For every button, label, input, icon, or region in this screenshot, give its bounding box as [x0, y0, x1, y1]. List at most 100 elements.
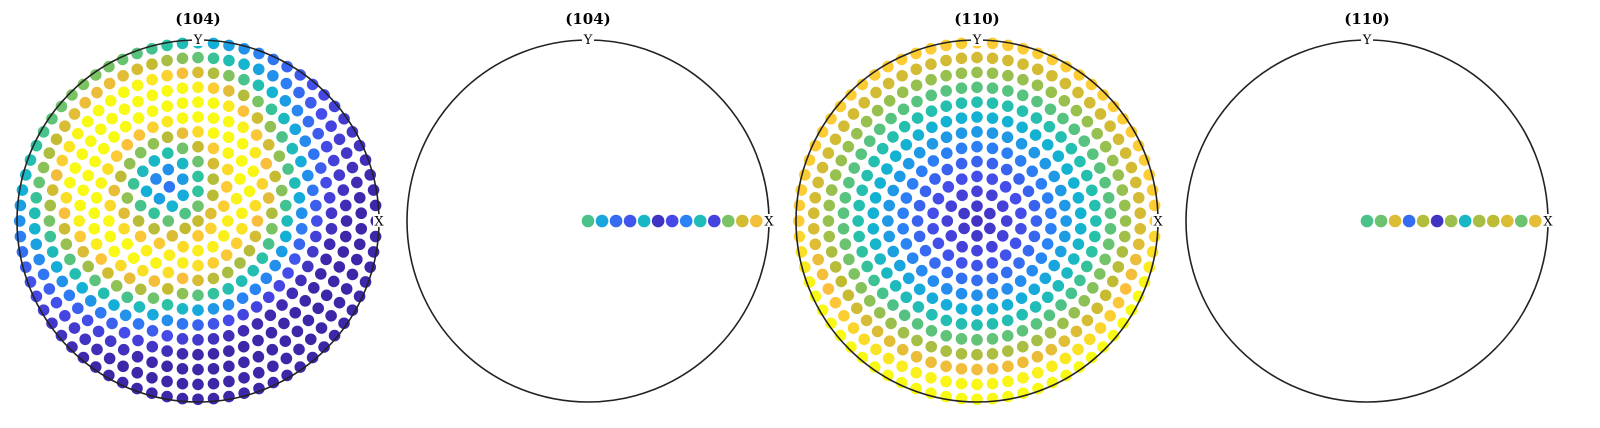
pole-point — [940, 115, 953, 128]
pole-point — [163, 181, 176, 193]
pole-point — [217, 200, 230, 212]
pole-point — [24, 276, 37, 288]
pole-point — [1081, 314, 1094, 327]
pole-point — [1045, 343, 1058, 356]
pole-point — [103, 77, 116, 90]
pole-point — [855, 148, 867, 160]
pole-point — [887, 299, 899, 311]
pole-point — [95, 177, 107, 189]
pole-point — [1112, 296, 1125, 309]
pole-point — [881, 163, 893, 175]
pole-point — [853, 230, 865, 243]
pole-point — [234, 173, 246, 185]
pole-point — [873, 123, 886, 136]
pole-point — [1001, 330, 1014, 342]
line-sample-point — [1529, 214, 1542, 228]
pole-point — [1009, 192, 1022, 205]
pole-point — [835, 154, 848, 167]
pole-point — [1058, 199, 1071, 212]
pole-point — [176, 157, 189, 170]
pole-point — [176, 82, 189, 94]
pole-point — [1001, 147, 1014, 159]
pole-point — [133, 301, 146, 313]
pole-point — [302, 314, 315, 327]
pole-point — [293, 343, 305, 356]
pole-point — [238, 73, 250, 86]
pole-point — [153, 192, 166, 205]
pole-point — [1112, 261, 1125, 273]
pole-point — [314, 268, 327, 280]
pole-point — [1014, 275, 1027, 287]
pole-point — [900, 138, 913, 151]
pole-point — [837, 222, 850, 235]
pole-point — [266, 222, 278, 235]
pole-point — [58, 207, 71, 220]
pole-point — [148, 155, 161, 167]
pole-point — [207, 318, 220, 330]
pole-point — [108, 245, 121, 258]
pole-point — [1015, 222, 1027, 235]
pole-point — [119, 309, 132, 322]
pole-point — [1046, 69, 1058, 82]
pole-point — [320, 140, 333, 153]
pole-point — [146, 340, 159, 353]
pole-point — [845, 89, 857, 101]
pole-point — [986, 97, 999, 109]
pole-point — [1001, 100, 1014, 112]
pole-point — [161, 85, 173, 97]
pole-point — [222, 147, 235, 159]
pole-point — [192, 51, 204, 64]
pole-point — [900, 192, 913, 204]
pole-point — [955, 287, 968, 300]
pole-point — [88, 222, 101, 235]
pole-point — [868, 361, 881, 373]
pole-point — [340, 283, 353, 295]
pole-point — [161, 54, 173, 67]
pole-point — [76, 148, 88, 160]
pole-point — [44, 199, 57, 212]
pole-point — [1086, 184, 1098, 197]
pole-point — [117, 69, 129, 82]
pole-point — [867, 207, 880, 220]
pole-point — [137, 264, 149, 277]
pole-point — [127, 252, 140, 264]
pole-point — [355, 222, 368, 235]
pole-point — [1068, 177, 1080, 189]
pole-point — [50, 133, 63, 146]
pole-point — [955, 392, 968, 405]
pole-point — [108, 131, 120, 143]
pole-point — [958, 207, 970, 220]
pole-point — [146, 356, 158, 369]
pole-point — [148, 207, 160, 220]
pole-point — [926, 121, 938, 134]
pole-point — [822, 215, 835, 227]
pole-point — [299, 135, 312, 147]
pole-point — [237, 89, 250, 102]
pole-point — [43, 147, 56, 159]
pole-point — [868, 274, 880, 287]
pole-point — [60, 191, 73, 204]
pole-point — [147, 121, 159, 134]
pole-point — [131, 47, 143, 60]
pole-point — [102, 163, 114, 175]
pole-point — [222, 115, 235, 128]
pole-point — [1045, 86, 1058, 99]
pole-point — [230, 237, 243, 250]
pole-point — [207, 302, 220, 315]
pole-point — [333, 169, 346, 181]
pole-point — [822, 283, 835, 295]
pole-point — [250, 301, 263, 313]
pole-point — [207, 377, 220, 390]
pole-point — [176, 333, 189, 345]
pole-point — [940, 131, 953, 144]
pole-point — [81, 314, 94, 327]
pole-point — [825, 246, 838, 258]
pole-point — [220, 249, 233, 261]
pole-point — [127, 178, 140, 190]
pole-point — [882, 77, 895, 90]
pole-point — [353, 139, 366, 152]
pole-point — [328, 100, 341, 113]
pole-point — [926, 292, 939, 305]
pole-point — [1028, 199, 1041, 212]
pole-point — [91, 86, 103, 99]
